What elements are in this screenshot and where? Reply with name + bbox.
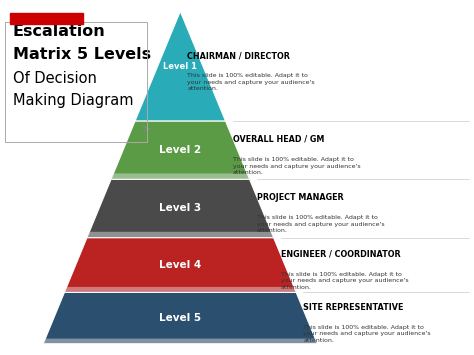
Polygon shape bbox=[87, 232, 273, 237]
Text: Level 3: Level 3 bbox=[159, 203, 201, 213]
Text: Level 4: Level 4 bbox=[159, 260, 201, 270]
Text: Level 5: Level 5 bbox=[159, 313, 201, 323]
Text: Of Decision: Of Decision bbox=[12, 71, 96, 86]
Polygon shape bbox=[111, 121, 249, 179]
Text: Escalation: Escalation bbox=[12, 24, 105, 39]
Text: This slide is 100% editable. Adapt it to
your needs and capture your audience's
: This slide is 100% editable. Adapt it to… bbox=[281, 272, 408, 290]
Polygon shape bbox=[64, 237, 296, 293]
Polygon shape bbox=[111, 174, 249, 179]
Text: Making Diagram: Making Diagram bbox=[12, 93, 133, 108]
Polygon shape bbox=[135, 11, 226, 121]
Text: OVERALL HEAD / GM: OVERALL HEAD / GM bbox=[233, 135, 324, 144]
Text: PROJECT MANAGER: PROJECT MANAGER bbox=[256, 193, 343, 202]
Text: Matrix 5 Levels: Matrix 5 Levels bbox=[12, 47, 151, 62]
Polygon shape bbox=[64, 287, 296, 293]
Text: This slide is 100% editable. Adapt it to
your needs and capture your audience's
: This slide is 100% editable. Adapt it to… bbox=[256, 215, 384, 234]
Text: This slide is 100% editable. Adapt it to
your needs and capture your audience's
: This slide is 100% editable. Adapt it to… bbox=[303, 325, 431, 343]
Polygon shape bbox=[87, 179, 273, 237]
Polygon shape bbox=[43, 339, 318, 344]
Text: This slide is 100% editable. Adapt it to
your needs and capture your audience's
: This slide is 100% editable. Adapt it to… bbox=[233, 157, 360, 175]
Text: CHAIRMAN / DIRECTOR: CHAIRMAN / DIRECTOR bbox=[187, 51, 290, 60]
Text: ENGINEER / COORDINATOR: ENGINEER / COORDINATOR bbox=[281, 250, 401, 259]
Text: SITE REPRESENTATIVE: SITE REPRESENTATIVE bbox=[303, 303, 404, 312]
Text: Level 2: Level 2 bbox=[159, 145, 201, 155]
Bar bbox=[10, 13, 83, 24]
Text: This slide is 100% editable. Adapt it to
your needs and capture your audience's
: This slide is 100% editable. Adapt it to… bbox=[187, 73, 315, 91]
Polygon shape bbox=[43, 293, 318, 344]
Text: Level 1: Level 1 bbox=[163, 62, 197, 71]
